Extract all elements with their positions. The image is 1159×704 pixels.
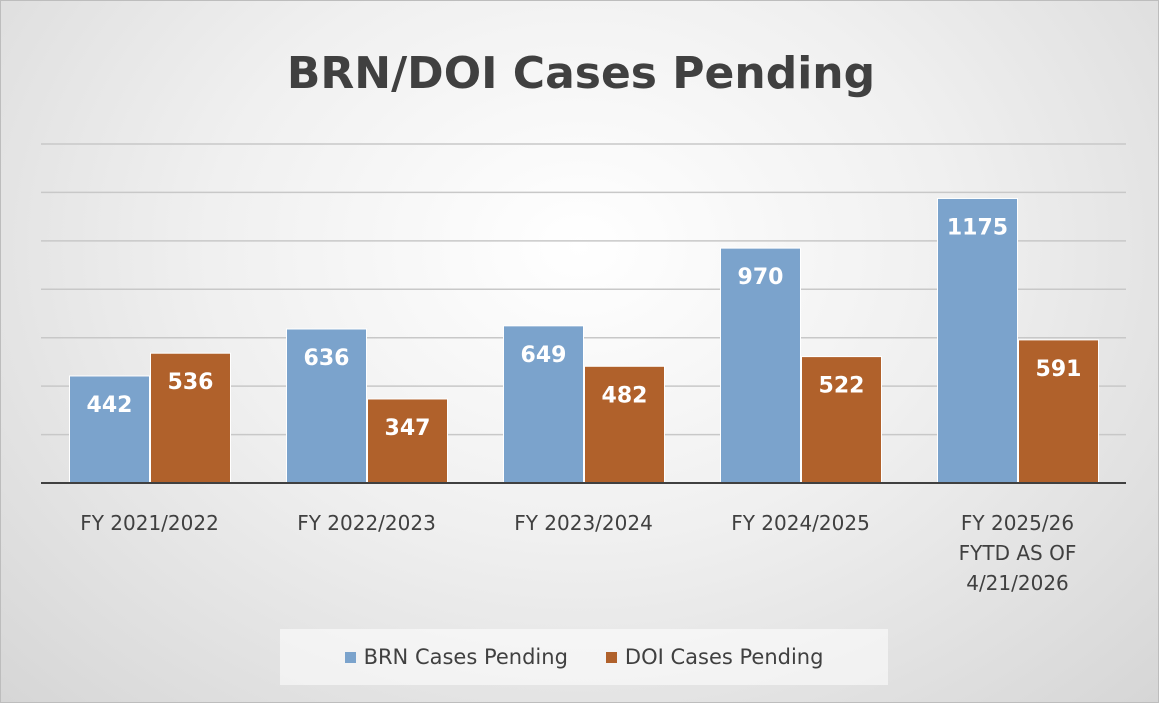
- bar: [937, 197, 1018, 484]
- x-tick-label: FY 2024/2025: [731, 511, 870, 535]
- data-label: 636: [304, 346, 350, 371]
- bar: [69, 375, 150, 484]
- x-tick-label: FY 2023/2024: [514, 511, 653, 535]
- legend-item: DOI Cases Pending: [605, 645, 824, 669]
- x-tick-label: FY 2021/2022: [80, 511, 219, 535]
- chart-title: BRN/DOI Cases Pending: [287, 48, 875, 99]
- data-label: 347: [385, 416, 431, 441]
- legend-label: BRN Cases Pending: [363, 645, 568, 669]
- data-label: 649: [521, 343, 567, 368]
- legend-swatch: [344, 651, 356, 663]
- data-label: 482: [602, 383, 648, 408]
- data-label: 591: [1036, 357, 1082, 382]
- data-label: 442: [87, 393, 133, 418]
- bar: [801, 356, 882, 484]
- legend: BRN Cases Pending DOI Cases Pending: [280, 629, 888, 685]
- bar: [367, 398, 448, 484]
- bar: [150, 352, 231, 484]
- bar: [503, 325, 584, 484]
- data-label: 522: [819, 374, 865, 399]
- data-label: 970: [738, 265, 784, 290]
- bar: [286, 328, 367, 484]
- bar: [720, 247, 801, 484]
- bar: [584, 365, 665, 484]
- legend-item: BRN Cases Pending: [344, 645, 568, 669]
- bar: [1018, 339, 1099, 484]
- x-tick-label: FY 2022/2023: [297, 511, 436, 535]
- legend-swatch: [605, 651, 617, 663]
- data-label: 1175: [947, 215, 1008, 240]
- data-label: 536: [168, 370, 214, 395]
- legend-label: DOI Cases Pending: [624, 645, 824, 669]
- x-tick-label: FY 2025/26 FYTD AS OF 4/21/2026: [958, 511, 1077, 595]
